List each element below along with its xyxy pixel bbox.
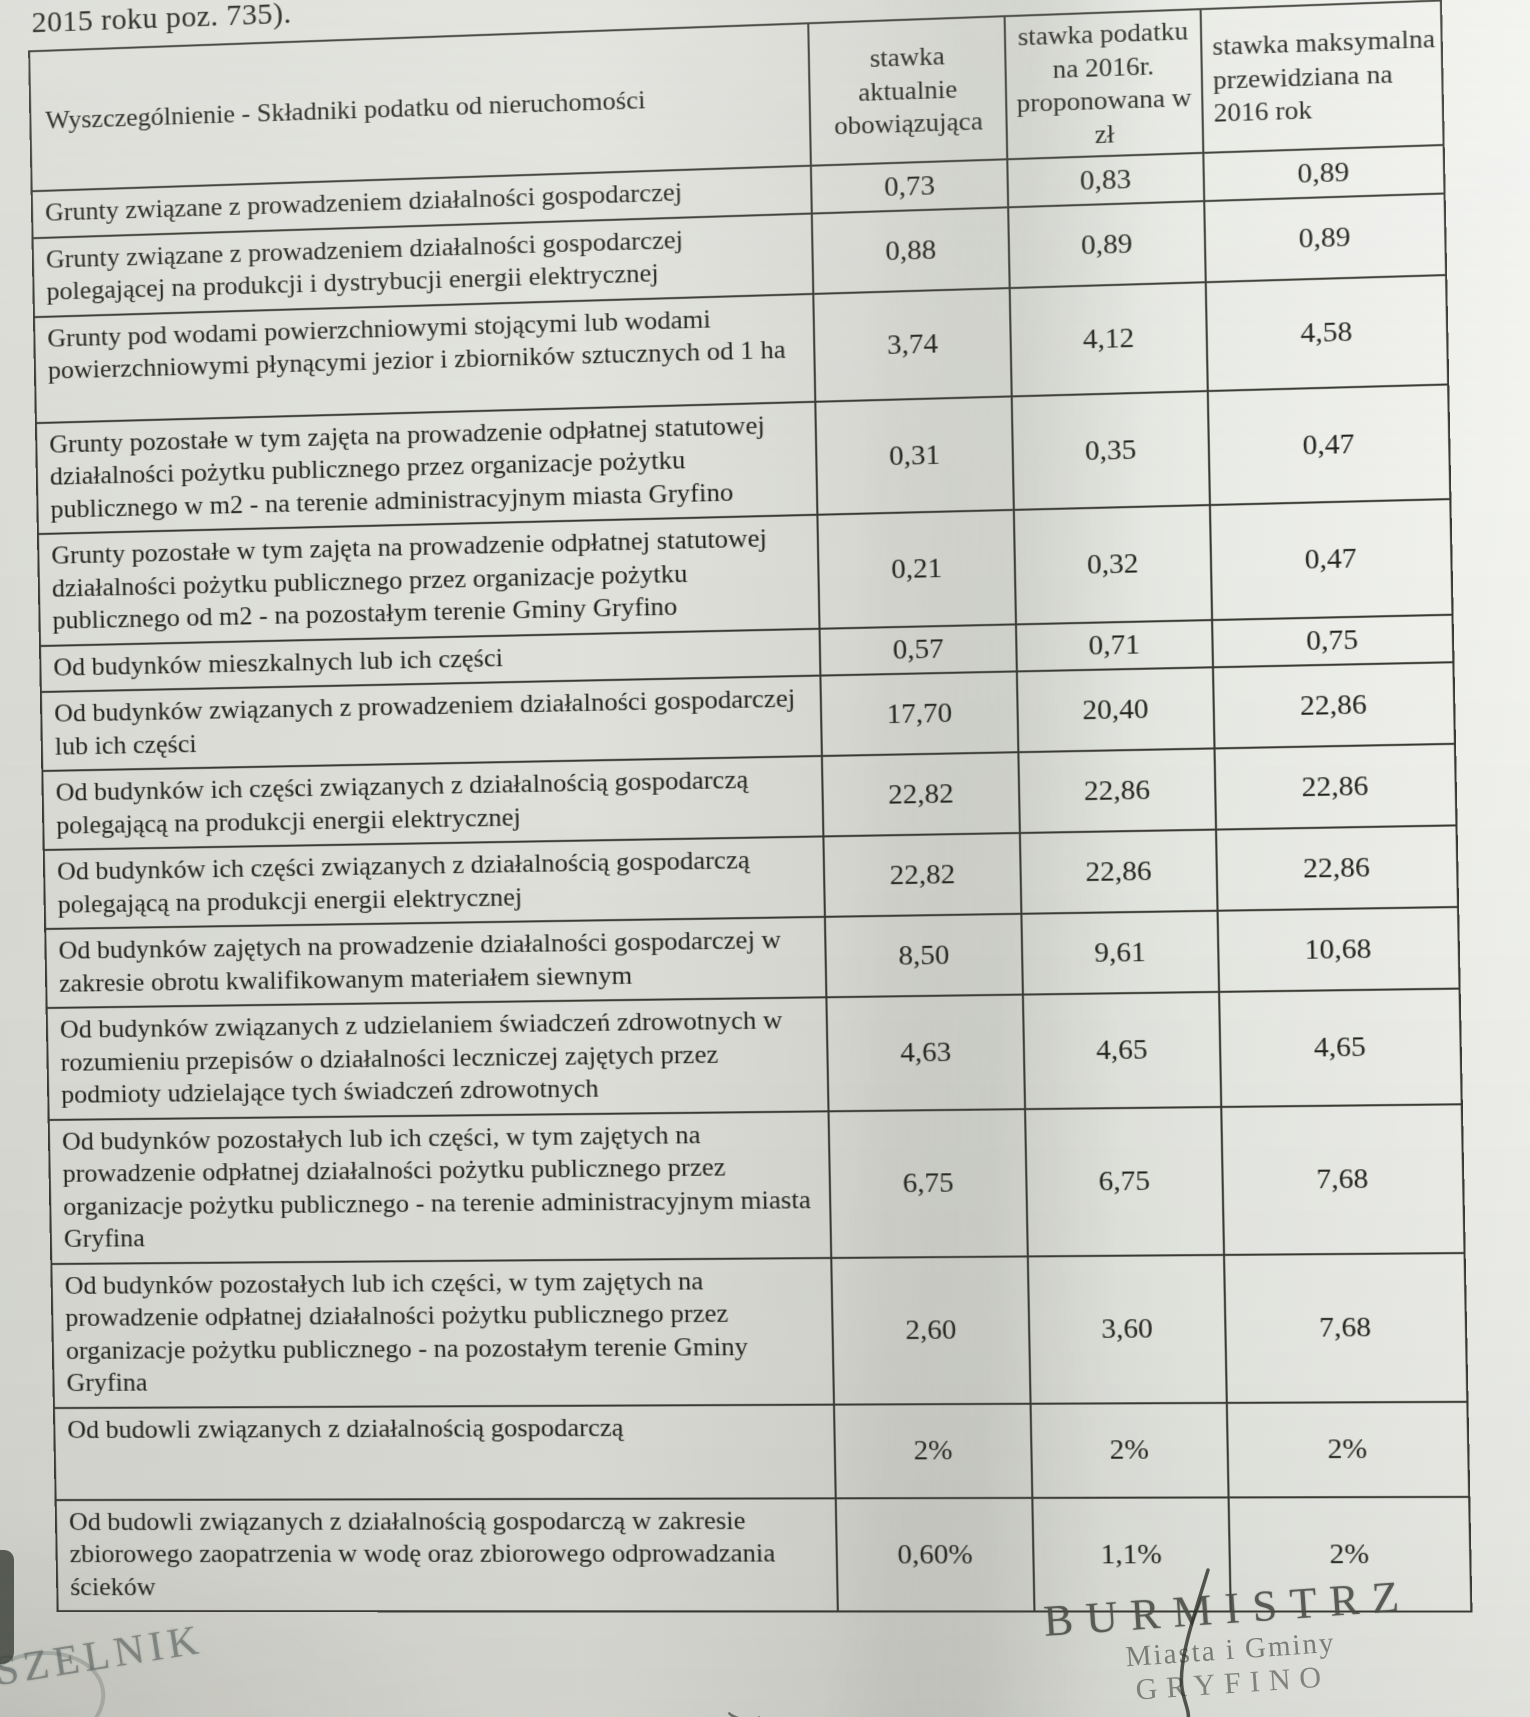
rate-value: 22,82 [823, 832, 1022, 917]
table-row: Od budowli związanych z działalnością go… [53, 1401, 1470, 1500]
pen-squiggle [723, 1695, 767, 1717]
pen-stroke [1179, 1568, 1210, 1717]
rate-value: 0,21 [817, 509, 1017, 629]
rate-value: 0,89 [1008, 200, 1206, 288]
row-label: Od budynków ich części związanych z dzia… [42, 755, 824, 850]
rate-value: 17,70 [820, 671, 1019, 756]
rate-value: 4,65 [1218, 988, 1462, 1107]
rate-value: 3,60 [1028, 1254, 1227, 1404]
table-body: Grunty związane z prowadzeniem działalno… [31, 144, 1472, 1612]
rate-value: 22,86 [1212, 662, 1455, 749]
rate-value: 4,65 [1023, 991, 1221, 1109]
rate-value: 2% [1030, 1402, 1229, 1498]
rate-value: 2% [1226, 1401, 1470, 1497]
rate-value: 0,47 [1209, 499, 1453, 620]
rate-value: 0,71 [1016, 619, 1213, 672]
row-label: Od budowli związanych z działalnością go… [53, 1404, 836, 1500]
rate-value: 22,86 [1020, 829, 1218, 914]
column-header-2: stawka podatku na 2016r. proponowana w z… [1004, 9, 1203, 160]
rate-value: 9,61 [1021, 910, 1219, 995]
row-label: Od budynków pozostałych lub ich części, … [51, 1257, 835, 1408]
rate-value: 0,47 [1207, 383, 1451, 506]
column-header-0: Wyszczególnienie - Składniki podatku od … [29, 23, 812, 192]
scan-edge-artifact [0, 1550, 14, 1664]
rate-value: 10,68 [1217, 906, 1460, 992]
row-label: Od budynków ich części związanych z dzia… [43, 836, 826, 929]
row-label: Od budynków pozostałych lub ich części, … [48, 1110, 832, 1264]
rate-value: 22,86 [1214, 743, 1457, 830]
column-header-3: stawka maksymalna przewidziana na 2016 r… [1200, 0, 1444, 153]
rate-value: 0,35 [1011, 390, 1210, 510]
rate-value: 7,68 [1220, 1103, 1465, 1255]
rate-value: 4,63 [826, 994, 1026, 1111]
rate-value: 0,89 [1202, 144, 1445, 201]
document-sheet: 2015 roku poz. 735). Wyszczególnienie - … [27, 0, 1472, 1613]
table-row: Od budynków pozostałych lub ich części, … [48, 1103, 1465, 1264]
rate-value: 4,12 [1009, 281, 1208, 396]
property-tax-table: Wyszczególnienie - Składniki podatku od … [28, 0, 1472, 1613]
rate-value: 7,68 [1223, 1252, 1468, 1403]
row-label: Od budynków związanych z prowadzeniem dz… [40, 675, 823, 771]
rate-value: 0,88 [811, 206, 1010, 294]
table-row: Od budynków pozostałych lub ich części, … [51, 1252, 1468, 1408]
rate-value: 22,82 [822, 752, 1021, 837]
rate-value: 3,74 [813, 287, 1012, 402]
rate-value: 0,57 [819, 623, 1018, 676]
row-label: Grunty pozostałe w tym zajęta na prowadz… [37, 514, 820, 646]
row-label: Od budynków związanych z udzielaniem świ… [46, 997, 829, 1120]
rate-value: 4,58 [1205, 274, 1449, 391]
column-header-1: stawka aktualnie obowiązująca [808, 16, 1008, 166]
rate-value: 2% [834, 1403, 1033, 1498]
rate-value: 20,40 [1017, 667, 1215, 753]
row-label: Od budowli związanych z działalnością go… [55, 1497, 839, 1612]
rate-value: 0,83 [1007, 152, 1204, 207]
rate-value: 0,32 [1014, 505, 1212, 624]
rate-value: 8,50 [825, 913, 1024, 998]
row-label: Grunty pod wodami powierzchniowymi stoją… [33, 293, 816, 423]
rate-value: 0,31 [815, 395, 1015, 515]
rate-value: 0,73 [811, 159, 1009, 214]
rate-value: 0,89 [1203, 192, 1447, 282]
row-label: Grunty pozostałe w tym zajęta na prowadz… [35, 401, 818, 535]
rate-value: 0,60% [835, 1497, 1035, 1612]
rate-value: 2,60 [831, 1255, 1031, 1405]
row-label: Od budynków zajętych na prowadzenie dzia… [45, 916, 827, 1008]
rate-value: 22,86 [1018, 748, 1216, 833]
rate-value: 22,86 [1215, 825, 1459, 911]
rate-value: 6,75 [828, 1108, 1029, 1258]
rate-value: 0,75 [1211, 614, 1454, 668]
rate-value: 6,75 [1025, 1106, 1224, 1256]
table-row: Od budynków związanych z udzielaniem świ… [46, 988, 1462, 1120]
